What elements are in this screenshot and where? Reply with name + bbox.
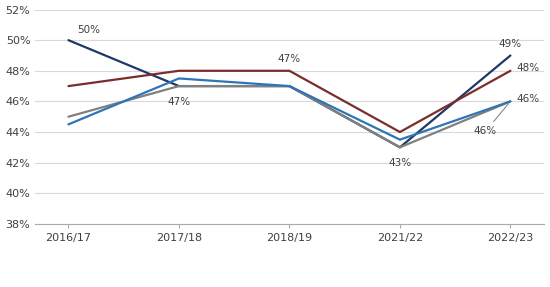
Legend: Devon, South West, England, Statistical Neighbours: Devon, South West, England, Statistical … [70, 283, 458, 287]
England [175, 69, 182, 73]
Line: South West: South West [68, 86, 510, 147]
Text: 49%: 49% [499, 38, 522, 49]
Statistical Neighbours [507, 100, 514, 103]
Text: 43%: 43% [388, 158, 411, 168]
Devon [397, 146, 403, 149]
Text: 48%: 48% [516, 63, 539, 73]
England [286, 69, 293, 73]
Line: Devon: Devon [68, 40, 510, 147]
South West [397, 146, 403, 149]
Text: 50%: 50% [77, 25, 100, 35]
Line: Statistical Neighbours: Statistical Neighbours [68, 78, 510, 140]
South West [175, 84, 182, 88]
England [397, 130, 403, 134]
Statistical Neighbours [65, 123, 72, 126]
Statistical Neighbours [286, 84, 293, 88]
England [65, 84, 72, 88]
Devon [65, 38, 72, 42]
Devon [286, 84, 293, 88]
Statistical Neighbours [397, 138, 403, 141]
Line: England: England [68, 71, 510, 132]
South West [65, 115, 72, 119]
Devon [175, 84, 182, 88]
Devon [507, 54, 514, 57]
Text: 46%: 46% [516, 94, 539, 104]
South West [507, 100, 514, 103]
Text: 47%: 47% [278, 54, 301, 64]
Text: 46%: 46% [474, 104, 509, 136]
Text: 47%: 47% [167, 97, 190, 107]
Statistical Neighbours [175, 77, 182, 80]
England [507, 69, 514, 73]
South West [286, 84, 293, 88]
